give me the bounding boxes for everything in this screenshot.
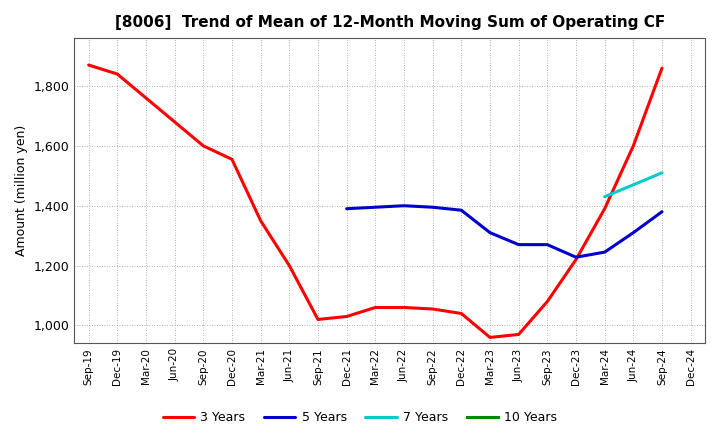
3 Years <box>600 206 609 211</box>
3 Years <box>228 157 236 162</box>
3 Years <box>142 95 150 101</box>
7 Years <box>629 182 638 187</box>
5 Years <box>600 249 609 255</box>
3 Years <box>572 257 580 262</box>
3 Years <box>400 305 408 310</box>
3 Years <box>457 311 466 316</box>
Y-axis label: Amount (million yen): Amount (million yen) <box>15 125 28 257</box>
3 Years <box>113 71 122 77</box>
3 Years <box>543 299 552 304</box>
7 Years <box>600 194 609 199</box>
3 Years <box>371 305 379 310</box>
3 Years <box>256 218 265 224</box>
5 Years <box>543 242 552 247</box>
3 Years <box>657 66 666 71</box>
5 Years <box>457 208 466 213</box>
3 Years <box>486 335 495 340</box>
5 Years <box>342 206 351 211</box>
5 Years <box>657 209 666 214</box>
5 Years <box>514 242 523 247</box>
3 Years <box>285 263 294 268</box>
5 Years <box>371 205 379 210</box>
3 Years <box>171 119 179 125</box>
5 Years <box>572 255 580 260</box>
Legend: 3 Years, 5 Years, 7 Years, 10 Years: 3 Years, 5 Years, 7 Years, 10 Years <box>158 407 562 429</box>
7 Years <box>657 170 666 176</box>
5 Years <box>629 230 638 235</box>
3 Years <box>199 143 207 149</box>
3 Years <box>629 143 638 149</box>
Line: 7 Years: 7 Years <box>605 173 662 197</box>
5 Years <box>400 203 408 209</box>
3 Years <box>428 306 437 312</box>
3 Years <box>342 314 351 319</box>
Line: 3 Years: 3 Years <box>89 65 662 337</box>
Title: [8006]  Trend of Mean of 12-Month Moving Sum of Operating CF: [8006] Trend of Mean of 12-Month Moving … <box>114 15 665 30</box>
Line: 5 Years: 5 Years <box>346 206 662 257</box>
3 Years <box>84 62 93 68</box>
3 Years <box>314 317 323 322</box>
5 Years <box>428 205 437 210</box>
5 Years <box>486 230 495 235</box>
3 Years <box>514 332 523 337</box>
